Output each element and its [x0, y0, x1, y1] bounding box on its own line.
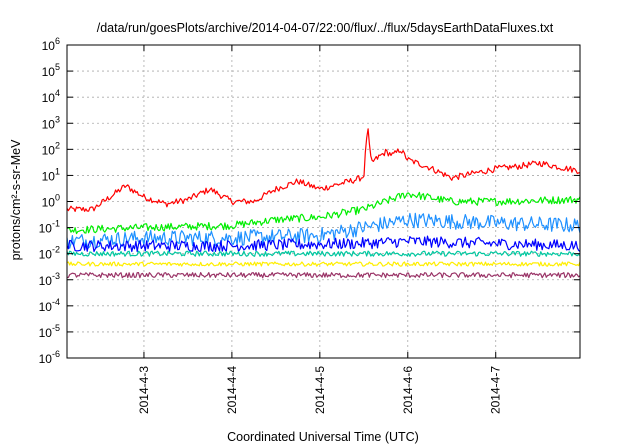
y-tick-label: 104 — [42, 88, 60, 105]
series-line-6 — [66, 261, 581, 267]
x-axis: 2014-4-3 2014-4-4 2014-4-5 2014-4-6 2014-4-7 — [137, 45, 503, 414]
y-tick-label: 106 — [42, 36, 60, 53]
x-tick-label: 2014-4-7 — [489, 366, 503, 414]
x-tick-label: 2014-4-3 — [137, 366, 151, 414]
y-tick-label: 103 — [42, 114, 60, 131]
y-tick-label: 10-5 — [39, 323, 60, 340]
series-line-2 — [66, 191, 581, 235]
y-tick-label: 101 — [42, 166, 60, 183]
y-tick-label: 10-2 — [39, 245, 60, 262]
series-line-5 — [66, 250, 581, 257]
y-axis: 10-6 10-5 10-4 10-3 10-2 10-1 100 101 102 103 104 1… — [39, 36, 580, 366]
y-tick-label: 102 — [42, 140, 60, 157]
y-tick-label: 10-1 — [39, 219, 60, 236]
chart-title: /data/run/goesPlots/archive/2014-04-07/2… — [97, 21, 554, 35]
y-tick-label: 10-6 — [39, 349, 60, 366]
series-line-3 — [66, 212, 581, 249]
series-line-1 — [66, 128, 581, 212]
x-tick-label: 2014-4-6 — [401, 366, 415, 414]
y-tick-label: 100 — [42, 193, 60, 210]
series-layer — [66, 128, 581, 279]
x-axis-label: Coordinated Universal Time (UTC) — [227, 430, 419, 444]
y-tick-label: 105 — [42, 62, 60, 79]
series-line-4 — [66, 235, 581, 253]
series-line-7 — [66, 272, 581, 279]
x-tick-label: 2014-4-5 — [313, 366, 327, 414]
y-tick-label: 10-3 — [39, 271, 60, 288]
y-tick-label: 10-4 — [39, 297, 60, 314]
y-axis-label: protons/cm²-s-sr-MeV — [9, 139, 23, 261]
x-tick-label: 2014-4-4 — [225, 366, 239, 414]
